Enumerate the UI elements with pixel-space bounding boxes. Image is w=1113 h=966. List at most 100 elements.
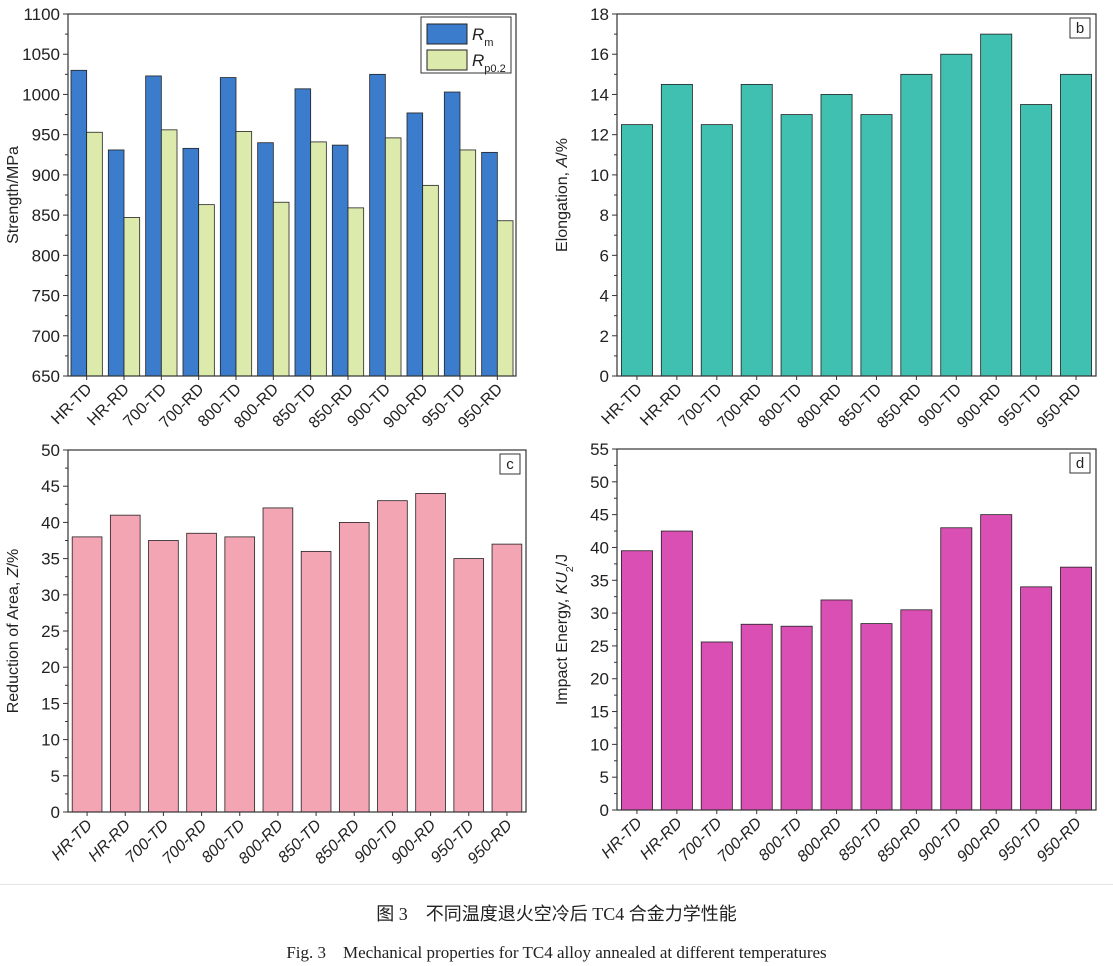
bar-c-950-TD [453,558,485,813]
bar-d-900-RD [980,514,1013,811]
label-part: 2 [565,566,576,572]
y-tick-label: 5 [600,768,609,787]
x-tick-label: 700-RD [715,381,766,432]
bar-a-850-TD-Rp0.2 [310,141,327,377]
bar-a-900-RD-Rp0.2 [422,184,439,377]
bar-a-800-RD-Rp0.2 [272,201,290,377]
panel-label-box [499,453,521,475]
bar-a-700-RD-Rm [182,147,200,377]
caption-chinese: 图 3 不同温度退火空冷后 TC4 合金力学性能 [376,904,737,924]
label-part: /% [5,549,22,568]
y-tick-label: 15 [590,703,609,722]
bar-d-700-RD [740,623,773,811]
label-part: Z [5,566,22,578]
y-tick-label: 700 [32,327,60,346]
bar-a-900-TD-Rm [369,73,386,377]
caption-english: Fig. 3 Mechanical properties for TC4 all… [286,943,827,962]
bar-a-900-RD-Rm [406,112,424,377]
bar-a-700-RD-Rp0.2 [198,204,215,377]
y-tick-label: 1100 [23,5,60,24]
bar-c-800-RD [262,507,294,813]
y-tick-label: 35 [41,550,60,569]
bar-c-900-RD [415,493,446,813]
bar-b-HR-RD [660,83,693,377]
bar-c-850-TD [300,550,332,813]
bar-b-900-TD [940,53,973,377]
bar-a-950-TD-Rp0.2 [459,149,477,377]
y-tick-label: 35 [590,571,609,590]
label-part: R [472,51,484,70]
bar-b-950-RD [1060,73,1093,377]
y-tick-label: 5 [51,767,60,786]
y-tick-label: 0 [600,367,609,386]
bar-d-950-RD [1060,566,1093,811]
y-tick-label: 15 [41,694,60,713]
y-tick-label: 40 [590,538,609,557]
label-part: p0.2 [484,63,506,75]
bar-c-700-TD [148,540,179,813]
y-tick-label: 6 [600,246,609,265]
x-tick-label: 800-RD [794,381,845,432]
label-part: A [554,157,571,169]
y-tick-label: 14 [590,85,609,104]
label-part: Elongation, [554,167,571,252]
x-tick-label: 950-RD [1034,814,1085,865]
label-part: Impact Energy, [554,594,571,705]
bar-a-800-RD-Rm [257,142,274,377]
y-tick-label: 50 [590,473,609,492]
y-tick-label: 8 [600,206,609,225]
legend-entry: Rp0.2 [472,51,506,75]
bar-a-800-TD-Rm [219,77,237,377]
y-tick-label: 16 [590,45,609,64]
y-tick-label: 20 [41,658,60,677]
divider [0,884,1113,885]
bar-c-HR-TD [71,536,103,813]
bar-b-800-RD [820,94,853,377]
bar-a-950-RD-Rm [481,151,498,377]
label-part: m [484,37,493,49]
legend-entry: Rm [472,25,493,49]
label-part: KU [554,572,571,595]
bar-a-HR-TD-Rm [70,69,88,377]
bar-a-950-RD-Rp0.2 [496,220,514,377]
bar-a-950-TD-Rm [443,91,461,377]
label-part: Strength/MPa [5,146,22,244]
y-axis-label: Elongation, A/% [554,138,571,252]
panel-d: 0510152025303540455055HR-TDHR-RD700-TD70… [554,440,1097,866]
bar-b-850-TD [860,114,893,377]
bar-d-850-RD [900,609,933,811]
y-tick-label: 750 [32,287,60,306]
bar-b-950-TD [1020,104,1053,377]
panel-label-box [1069,17,1091,39]
y-tick-label: 0 [600,801,609,820]
bar-d-HR-TD [620,550,653,811]
y-tick-label: 950 [32,126,60,145]
bar-a-HR-RD-Rp0.2 [123,217,141,377]
y-tick-label: 45 [41,477,60,496]
x-tick-label: 900-RD [954,814,1005,865]
y-tick-label: 800 [32,246,60,265]
y-tick-label: 1000 [22,85,60,104]
x-tick-label: 700-RD [715,814,766,865]
x-tick-label: 800-RD [794,814,845,865]
bar-a-850-TD-Rm [294,88,312,377]
bar-c-800-TD [224,536,256,813]
y-axis-label: Strength/MPa [5,146,22,244]
bar-d-HR-RD [660,530,693,811]
bar-b-700-TD [700,124,733,377]
bar-c-700-RD [186,532,217,813]
bar-b-850-RD [900,73,933,377]
label-part: /J [554,554,571,566]
y-tick-label: 55 [590,440,609,459]
bar-d-850-TD [860,623,893,811]
bar-a-900-TD-Rp0.2 [384,137,402,377]
panel-c: 05101520253035404550HR-TDHR-RD700-TD700-… [5,441,527,868]
x-tick-label: HR-TD [599,814,647,862]
bar-d-900-TD [940,527,973,811]
y-tick-label: 10 [590,735,609,754]
bar-b-700-RD [740,83,773,377]
y-tick-label: 12 [590,126,609,145]
y-tick-label: 10 [590,166,609,185]
y-tick-label: 25 [41,622,60,641]
